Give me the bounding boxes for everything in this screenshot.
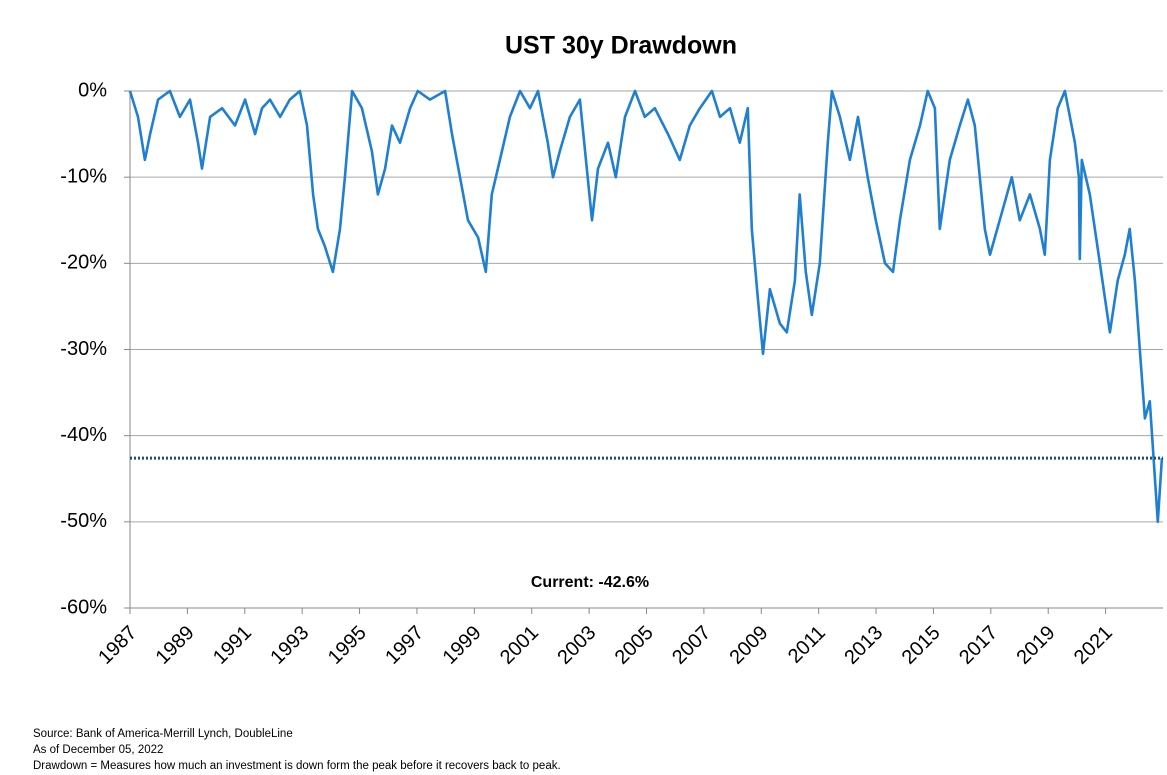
note: Source: Bank of America-Merrill Lynch, D…	[33, 728, 293, 740]
annotation: Current: -42.6%	[531, 574, 649, 591]
note: Drawdown = Measures how much an investme…	[33, 760, 561, 772]
y-tick-label: -40%	[60, 424, 107, 446]
x-tick-label: 2017	[955, 622, 1002, 669]
x-tick-label: 1993	[266, 622, 313, 669]
y-tick-label: -60%	[60, 596, 107, 618]
x-tick-label: 2007	[668, 622, 715, 669]
line-series	[128, 89, 1164, 524]
x-tick-label: 2015	[898, 622, 945, 669]
x-tick-label: 2013	[840, 622, 887, 669]
x-tick-label: 1999	[439, 622, 486, 669]
chart-title: UST 30y Drawdown	[505, 32, 737, 60]
x-tick-label: 2003	[553, 622, 600, 669]
x-tick-label: 1997	[381, 622, 428, 669]
y-tick-label: -30%	[60, 338, 107, 360]
x-tick-label: 1987	[94, 622, 141, 669]
y-tick-label: 0%	[78, 79, 107, 101]
x-tick-label: 1991	[209, 622, 256, 669]
x-tick-label: 2019	[1012, 622, 1059, 669]
x-tick-label: 2009	[726, 622, 773, 669]
y-tick-label: -10%	[60, 165, 107, 187]
x-tick-label: 2011	[784, 622, 830, 668]
x-tick-label: 1995	[324, 622, 371, 669]
note: As of December 05, 2022	[33, 744, 163, 756]
x-tick-label: 2021	[1070, 622, 1117, 669]
x-tick-label: 1989	[152, 622, 199, 669]
x-tick-label: 2001	[496, 622, 543, 669]
x-tick-label: 2005	[611, 622, 658, 669]
y-tick-label: -50%	[60, 510, 107, 532]
y-tick-label: -20%	[60, 252, 107, 274]
